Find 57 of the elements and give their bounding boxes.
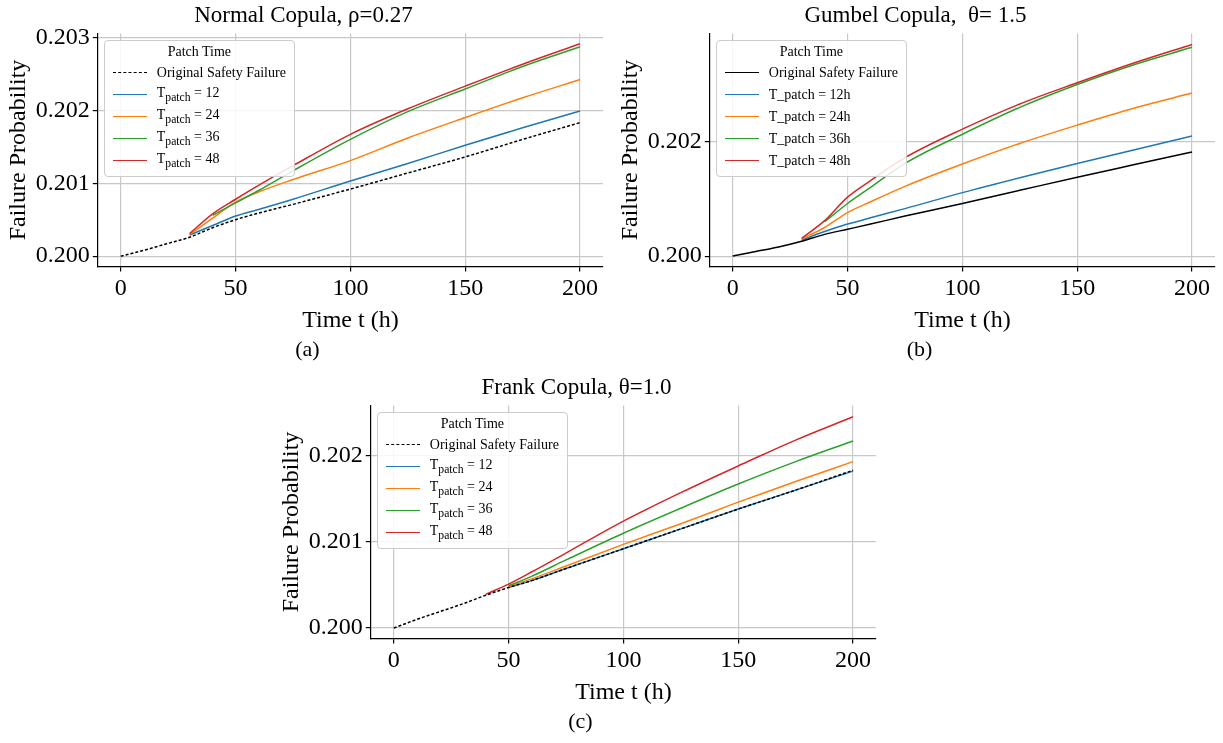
- x-tick-label: 200: [835, 646, 872, 673]
- x-tick-label: 0: [114, 274, 127, 301]
- y-tick-label: 0.200: [308, 613, 363, 640]
- line-series: [732, 151, 1193, 257]
- legend-label: T$_{patch}$ = 12: [429, 457, 493, 476]
- legend-label: Original Safety Failure: [768, 64, 898, 81]
- x-tick-label: 50: [835, 274, 860, 301]
- text: (c): [567, 708, 594, 734]
- legend-title: Patch Time: [778, 43, 845, 60]
- x-tick-label: 100: [605, 646, 642, 673]
- legend-label: T_patch = 24h: [768, 108, 851, 125]
- legend-label: T$_{patch}$ = 48: [156, 151, 220, 170]
- legend-label: T_patch = 36h: [768, 130, 851, 147]
- x-tick-label: 150: [447, 274, 484, 301]
- x-tick-label: 100: [944, 274, 981, 301]
- x-axis-title: Time t (h): [302, 305, 399, 332]
- chart-title: Normal Copula, ρ=0.27: [194, 1, 413, 27]
- legend-label: T_patch = 12h: [768, 86, 851, 103]
- y-tick-label: 0.200: [647, 241, 702, 268]
- chart-title: Gumbel Copula, θ= 1.5: [804, 1, 1027, 27]
- legend-label: T$_{patch}$ = 48: [429, 523, 493, 542]
- legend-label: T$_{patch}$ = 36: [156, 129, 220, 148]
- x-tick-label: 200: [562, 274, 599, 301]
- legend-label: T$_{patch}$ = 12: [156, 85, 220, 104]
- chart-title: Frank Copula, θ=1.0: [481, 373, 672, 399]
- legend-label: T$_{patch}$ = 24: [156, 107, 220, 126]
- x-tick-label: 50: [223, 274, 248, 301]
- y-tick-label: 0.201: [308, 527, 363, 554]
- text: (a): [294, 336, 321, 362]
- y-axis-title: Failure Probability: [615, 59, 642, 241]
- legend-title: Patch Time: [166, 43, 233, 60]
- legend-label: Original Safety Failure: [156, 64, 286, 81]
- x-tick-label: 0: [387, 646, 400, 673]
- line-series: [188, 78, 581, 236]
- x-tick-label: 0: [726, 274, 739, 301]
- y-tick-label: 0.202: [308, 440, 363, 467]
- y-tick-label: 0.202: [647, 127, 702, 153]
- x-tick-label: 150: [720, 646, 757, 673]
- x-tick-label: 200: [1174, 274, 1211, 301]
- y-tick-label: 0.202: [35, 95, 90, 122]
- legend-label: T_patch = 48h: [768, 152, 851, 169]
- legend-label: Original Safety Failure: [429, 436, 559, 453]
- line-series: [188, 110, 581, 236]
- text: (b): [905, 336, 934, 362]
- legend-label: T$_{patch}$ = 36: [429, 501, 493, 520]
- x-tick-label: 50: [496, 646, 521, 673]
- x-axis-title: Time t (h): [914, 305, 1011, 332]
- y-tick-label: 0.200: [35, 241, 90, 268]
- y-axis-title: Failure Probability: [276, 431, 303, 613]
- y-tick-label: 0.201: [35, 168, 90, 195]
- x-tick-label: 150: [1059, 274, 1096, 301]
- x-axis-title: Time t (h): [575, 677, 672, 704]
- x-tick-label: 100: [332, 274, 369, 301]
- legend-title: Patch Time: [439, 415, 506, 432]
- y-tick-label: 0.203: [35, 22, 90, 49]
- y-axis-title: Failure Probability: [3, 59, 30, 241]
- legend-label: T$_{patch}$ = 24: [429, 479, 493, 498]
